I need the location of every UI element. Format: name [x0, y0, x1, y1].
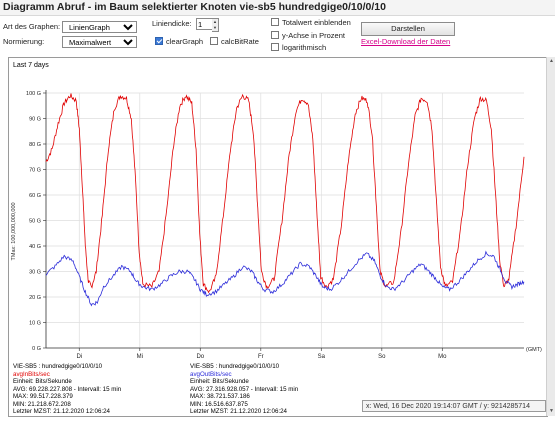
legend-in-max: MAX: 99.517.228.379: [13, 393, 73, 400]
x-tick-label: Sa: [318, 354, 326, 360]
window-title: Diagramm Abruf - im Baum selektierter Kn…: [3, 1, 386, 13]
legend-out-max: MAX: 38.721.537.186: [190, 393, 250, 400]
x-tick-label: So: [378, 354, 386, 360]
log-label: logarithmisch: [282, 43, 327, 52]
y-axis-label: TMax: 100,000,000,000: [11, 202, 17, 260]
y-tick-label: 60 G: [29, 193, 41, 199]
legend-out: VIE-SB5 : hundredgige0/10/0/10 avgOutBit…: [190, 363, 298, 416]
x-tick-label: Fr: [258, 354, 264, 360]
clear-graph-label: clearGraph: [166, 37, 204, 46]
normalize-select[interactable]: Maximalwert: [62, 36, 137, 48]
legend-in-avg: AVG: 69.228.227.808 - Intervall: 15 min: [13, 385, 122, 393]
legend-in: VIE-SB5 : hundredgige0/10/0/10 avgInBits…: [13, 363, 121, 416]
legend-out-series: avgOutBits/sec: [190, 370, 232, 378]
chart-panel: Last 7 days TMax: 100,000,000,000 0 G 10 G 2…: [8, 57, 548, 417]
y-tick-label: 0 G: [32, 346, 41, 352]
x-tick-label: Do: [196, 354, 204, 360]
legend-in-min: MIN: 21.218.672.208: [13, 400, 71, 408]
y-tick-label: 80 G: [29, 142, 41, 148]
series-line-in: [45, 93, 525, 294]
chart-svg[interactable]: Last 7 days TMax: 100,000,000,000 0 G 10 G 2…: [9, 58, 547, 416]
x-tick-label: Di: [76, 354, 82, 360]
title-bar: Diagramm Abruf - im Baum selektierter Kn…: [0, 0, 555, 16]
legend-out-unit: Einheit: Bits/Sekunde: [190, 378, 249, 385]
y-percent-label: y-Achse in Prozent: [282, 31, 345, 40]
legend-out-min: MIN: 16.516.637.875: [190, 400, 248, 408]
legend-in-unit: Einheit: Bits/Sekunde: [13, 378, 72, 385]
vertical-scrollbar[interactable]: ▲ ▼: [546, 57, 555, 416]
x-tick-label: Mi: [137, 354, 143, 360]
line-width-label: Liniendicke:: [152, 19, 192, 28]
y-tick-label: 50 G: [29, 219, 41, 225]
total-show-label: Totalwert einblenden: [282, 18, 351, 27]
graph-type-label: Art des Graphen:: [3, 22, 61, 31]
y-percent-checkbox[interactable]: [271, 31, 279, 39]
legend-in-node: VIE-SB5 : hundredgige0/10/0/10: [13, 363, 103, 370]
scroll-up-icon[interactable]: ▲: [549, 58, 554, 64]
chart-title: Last 7 days: [13, 62, 49, 69]
normalize-label: Normierung:: [3, 37, 45, 46]
graph-type-select[interactable]: LinienGraph: [62, 21, 137, 33]
y-tick-label: 30 G: [29, 270, 41, 276]
line-width-input[interactable]: [196, 18, 214, 30]
scroll-down-icon[interactable]: ▼: [549, 408, 554, 414]
total-show-checkbox[interactable]: [271, 18, 279, 26]
y-tick-label: 90 G: [29, 117, 41, 123]
series-line-out: [45, 250, 525, 307]
legend-in-series: avgInBits/sec: [13, 370, 50, 378]
excel-download-link[interactable]: Excel-Download der Daten: [361, 37, 451, 46]
x-axis-label: (GMT): [526, 347, 542, 353]
legend-out-avg: AVG: 27.316.928.057 - Intervall: 15 min: [190, 385, 299, 393]
show-button[interactable]: Darstellen: [361, 22, 455, 36]
y-tick-label: 20 G: [29, 295, 41, 301]
calc-bitrate-checkbox[interactable]: [210, 37, 218, 45]
legend-in-last: Letzter MZST: 21.12.2020 12:06:24: [13, 408, 110, 415]
clear-graph-checkbox[interactable]: [155, 37, 163, 45]
legend-out-last: Letzter MZST: 21.12.2020 12:06:24: [190, 408, 287, 415]
x-tick-label: Mo: [438, 354, 447, 360]
calc-bitrate-label: calcBitRate: [221, 37, 259, 46]
y-tick-label: 100 G: [26, 91, 41, 97]
line-width-spin-arrows[interactable]: ▲ ▼: [212, 18, 219, 32]
y-tick-label: 70 G: [29, 168, 41, 174]
log-checkbox[interactable]: [271, 43, 279, 51]
cursor-readout: x: Wed, 16 Dec 2020 19:14:07 GMT / y: 92…: [362, 400, 546, 412]
legend-out-node: VIE-SB5 : hundredgige0/10/0/10: [190, 363, 280, 370]
y-tick-label: 10 G: [29, 321, 41, 327]
y-tick-label: 40 G: [29, 244, 41, 250]
